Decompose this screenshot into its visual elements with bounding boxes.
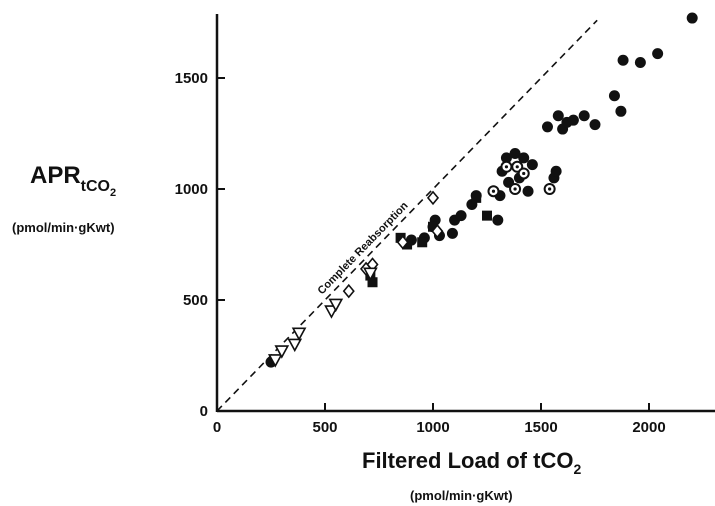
filled-circle-point bbox=[500, 152, 512, 164]
dotted-circle-point bbox=[509, 183, 522, 195]
identity-line-label: Complete Reabsorption bbox=[316, 200, 411, 298]
dotted-circle-point bbox=[487, 185, 500, 198]
dotted-circle-dot bbox=[513, 187, 517, 191]
dotted-circle-dot bbox=[491, 189, 496, 193]
x-axis-units: (pmol/min·gKwt) bbox=[410, 488, 513, 503]
filled-circle-point bbox=[615, 105, 627, 117]
filled-circle-point bbox=[541, 121, 553, 133]
filled-square-point bbox=[482, 210, 492, 221]
data-points bbox=[265, 12, 698, 368]
filled-square-point bbox=[417, 237, 428, 248]
filled-square-point bbox=[402, 239, 413, 250]
filled-circle-point bbox=[634, 56, 646, 68]
filled-circle-point bbox=[589, 119, 601, 131]
filled-circle-point bbox=[455, 210, 467, 222]
filled-square-point bbox=[471, 192, 482, 203]
filled-circle-point bbox=[492, 214, 504, 226]
filled-square-point bbox=[367, 277, 378, 288]
open-triangle-point bbox=[287, 338, 303, 353]
dotted-circle-dot bbox=[522, 171, 526, 176]
y-tick-label: 1500 bbox=[175, 70, 208, 87]
filled-circle-point bbox=[567, 114, 579, 126]
open-triangle-point bbox=[274, 345, 290, 359]
y-tick-label: 500 bbox=[183, 292, 208, 309]
open-diamond-point bbox=[342, 283, 355, 299]
y-axis-title: APRtCO2 bbox=[30, 162, 116, 199]
y-tick-label: 1000 bbox=[175, 181, 208, 198]
open-triangle-point bbox=[328, 298, 344, 313]
open-triangle-point bbox=[363, 267, 378, 282]
filled-circle-point bbox=[552, 110, 564, 122]
axis-ticks: 0 500 1000 1500 2000 0 500 1000 1500 bbox=[175, 70, 666, 436]
y-tick-label: 0 bbox=[200, 403, 208, 420]
open-diamond-point bbox=[426, 190, 440, 206]
dotted-circle-point bbox=[500, 160, 513, 173]
open-triangle-point bbox=[267, 354, 283, 368]
filled-circle-point bbox=[509, 147, 521, 159]
filled-circle-point bbox=[522, 185, 534, 197]
dotted-circle-dot bbox=[548, 187, 552, 191]
open-diamond-point bbox=[396, 235, 409, 250]
x-tick-label: 500 bbox=[312, 419, 337, 436]
dotted-circle-dot bbox=[504, 165, 509, 169]
filled-circle-point bbox=[578, 110, 590, 122]
open-diamond-point bbox=[431, 223, 444, 239]
x-tick-label: 2000 bbox=[632, 419, 665, 436]
x-tick-label: 1500 bbox=[524, 419, 557, 436]
dotted-circle-point bbox=[517, 167, 530, 180]
filled-circle-point bbox=[550, 165, 562, 177]
x-tick-label: 0 bbox=[213, 419, 221, 436]
filled-circle-point bbox=[652, 48, 664, 60]
y-axis-units: (pmol/min·gKwt) bbox=[12, 220, 115, 235]
filled-circle-point bbox=[686, 12, 698, 24]
plot-frame bbox=[215, 14, 715, 413]
x-axis-title: Filtered Load of tCO2 bbox=[362, 448, 581, 477]
filled-circle-point bbox=[608, 90, 620, 102]
open-triangle-point bbox=[291, 327, 307, 341]
dotted-circle-point bbox=[543, 183, 556, 195]
x-tick-label: 1000 bbox=[416, 419, 449, 436]
filled-circle-point bbox=[617, 54, 629, 66]
identity-dashed-line bbox=[216, 19, 598, 412]
filled-circle-point bbox=[446, 227, 458, 239]
filled-circle-point bbox=[526, 159, 538, 171]
dotted-circle-dot bbox=[515, 165, 519, 169]
complete-reabsorption-line: Complete Reabsorption bbox=[216, 19, 598, 412]
filled-square-point bbox=[428, 221, 438, 232]
filled-circle-point bbox=[518, 152, 530, 164]
